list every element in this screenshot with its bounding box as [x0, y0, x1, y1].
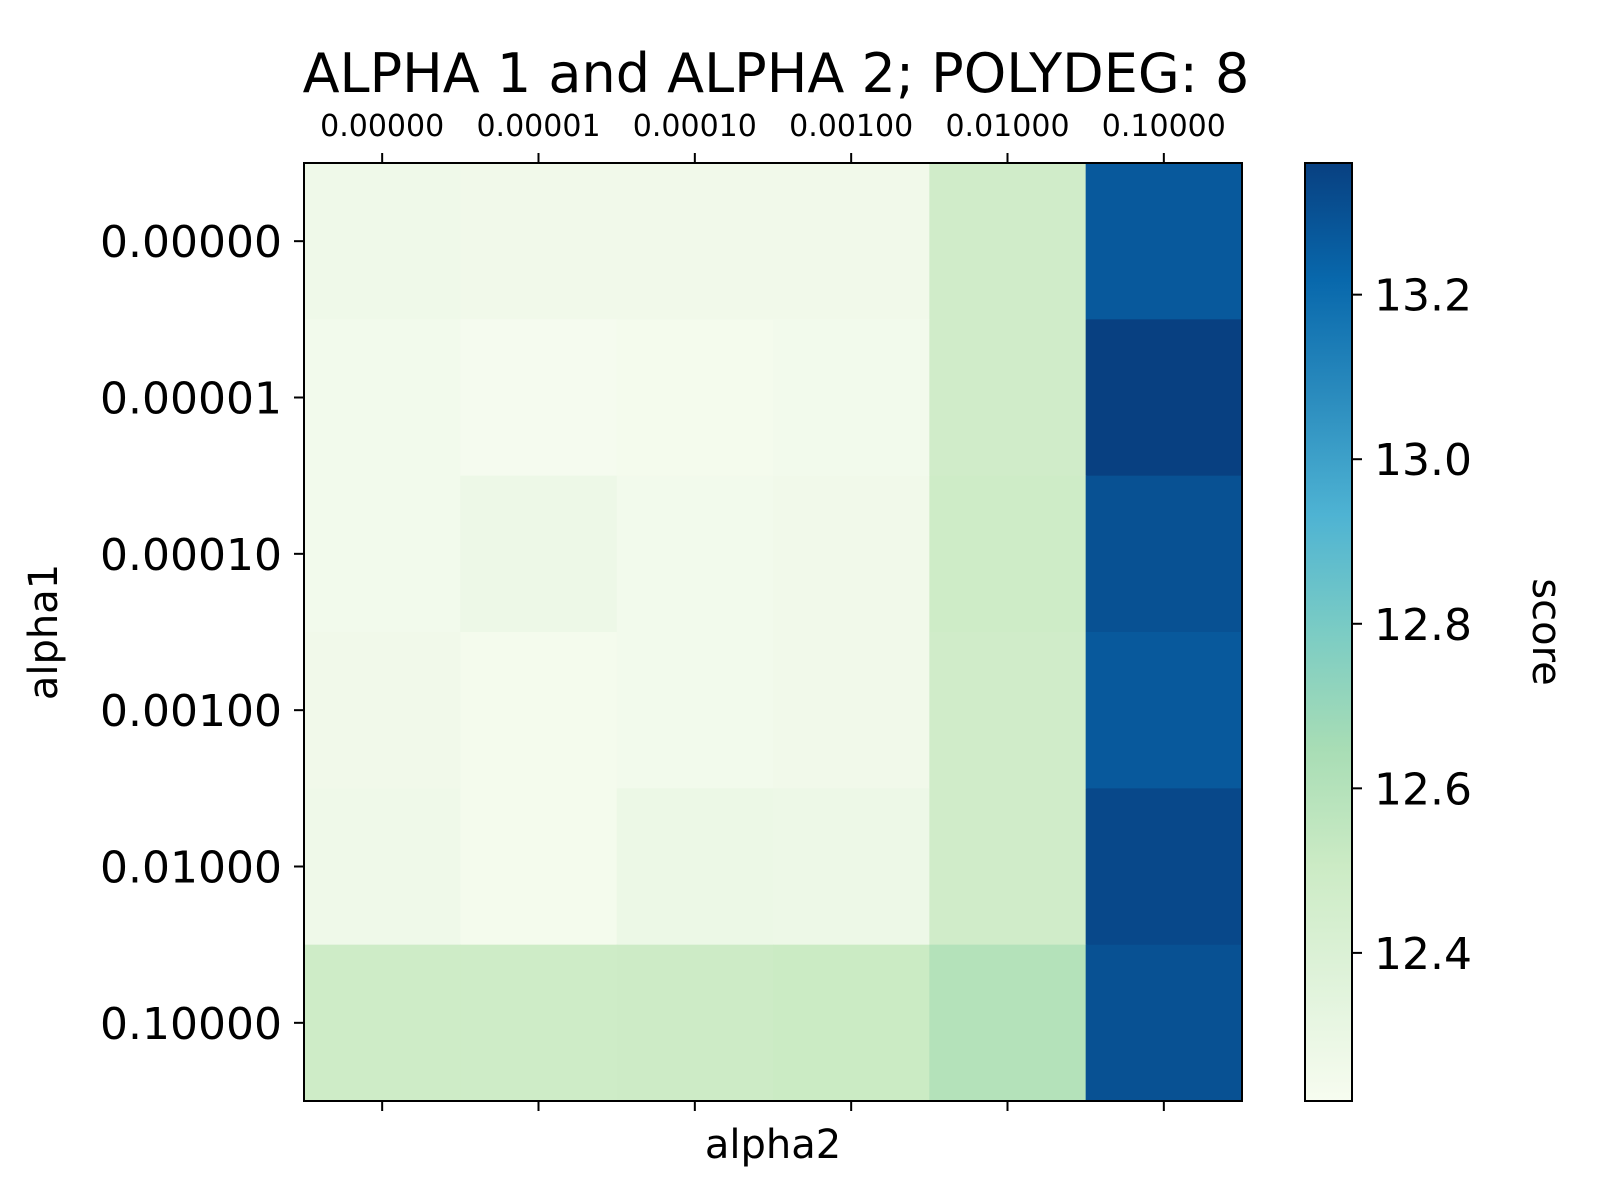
y-tick-label: 0.10000: [100, 999, 282, 1050]
x-axis-label: alpha2: [705, 1122, 841, 1168]
y-tick-label: 0.01000: [100, 843, 282, 894]
chart-title: ALPHA 1 and ALPHA 2; POLYDEG: 8: [303, 42, 1250, 105]
heatmap-cells: [304, 163, 1243, 1102]
colorbar-ticks: 12.4 12.6 12.8 13.0 13.2: [1352, 271, 1472, 980]
heatmap-cell: [616, 319, 774, 477]
heatmap-cell: [1085, 944, 1243, 1102]
colorbar-label: score: [1523, 578, 1569, 685]
heatmap-cell: [616, 944, 774, 1102]
heatmap-cell: [304, 944, 461, 1102]
heatmap-cell: [773, 632, 930, 789]
heatmap-cell: [616, 475, 774, 633]
heatmap-cell: [460, 319, 618, 477]
heatmap-cell: [773, 788, 930, 946]
heatmap-cell: [304, 319, 461, 477]
colorbar-tick-label: 12.4: [1374, 929, 1472, 980]
heatmap-cell: [773, 475, 930, 633]
heatmap-cell: [616, 788, 774, 946]
heatmap-cell: [929, 944, 1087, 1102]
y-tick-label: 0.00100: [100, 686, 282, 737]
heatmap-cell: [304, 475, 461, 633]
heatmap-cell: [1085, 319, 1243, 477]
heatmap-cell: [460, 632, 618, 789]
colorbar-tick-label: 13.0: [1374, 435, 1472, 486]
colorbar: [1304, 162, 1353, 1102]
heatmap-cell: [1085, 475, 1243, 633]
heatmap-cell: [929, 475, 1087, 633]
x-tick-label: 0.01000: [945, 109, 1069, 144]
heatmap-cell: [929, 163, 1087, 320]
x-tick-label: 0.00010: [633, 109, 757, 144]
heatmap-cell: [773, 319, 930, 477]
heatmap-cell: [616, 632, 774, 789]
colorbar-tick-label: 12.6: [1374, 764, 1472, 815]
x-tick-label: 0.00000: [320, 109, 444, 144]
heatmap-cell: [1085, 788, 1243, 946]
heatmap-cell: [773, 163, 930, 320]
heatmap-cell: [304, 788, 461, 946]
heatmap-cell: [460, 475, 618, 633]
heatmap-cell: [929, 632, 1087, 789]
x-tick-label: 0.00100: [789, 109, 913, 144]
colorbar-tick-label: 12.8: [1374, 600, 1472, 651]
heatmap-cell: [616, 163, 774, 320]
heatmap-cell: [304, 632, 461, 789]
heatmap-cell: [460, 163, 618, 320]
colorbar-tick-label: 13.2: [1374, 271, 1472, 322]
heatmap-cell: [929, 319, 1087, 477]
y-tick-label: 0.00000: [100, 217, 282, 268]
heatmap-cell: [1085, 163, 1243, 320]
heatmap-cell: [1085, 632, 1243, 789]
heatmap-cell: [460, 788, 618, 946]
plot-frame: [303, 162, 1243, 1102]
x-tick-label: 0.00001: [476, 109, 600, 144]
heatmap-cell: [460, 944, 618, 1102]
heatmap-cell: [929, 788, 1087, 946]
x-tick-label: 0.10000: [1102, 109, 1226, 144]
y-axis-ticks: 0.00000 0.00001 0.00010 0.00100 0.01000 0.100…: [100, 217, 304, 1050]
y-axis-label: alpha1: [21, 564, 67, 700]
heatmap-cell: [773, 944, 930, 1102]
heatmap-cell: [304, 163, 461, 320]
y-tick-label: 0.00001: [100, 374, 282, 425]
y-tick-label: 0.00010: [100, 530, 282, 581]
x-axis-ticks: 0.00000 0.00001 0.00010 0.00100 0.01000 0.100…: [320, 109, 1226, 1111]
